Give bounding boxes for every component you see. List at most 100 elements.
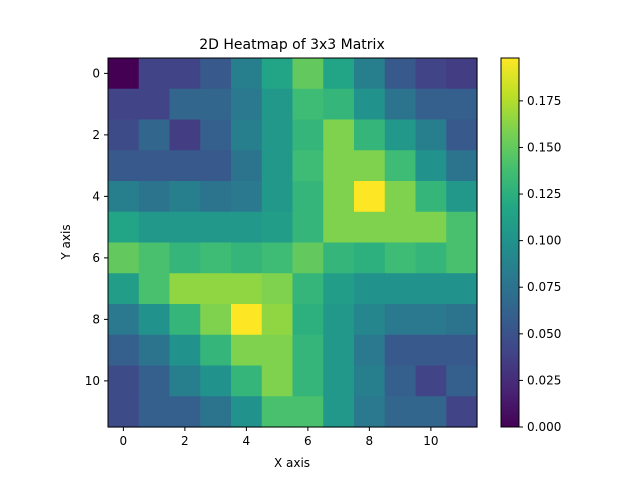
heatmap-cell <box>384 334 417 367</box>
heatmap-cell <box>354 150 386 182</box>
heatmap-cell <box>138 58 171 90</box>
y-axis-label: Y axis <box>59 224 73 260</box>
colorbar-tick-label: 0.025 <box>527 373 561 387</box>
heatmap-cell <box>446 181 478 213</box>
heatmap-cell <box>138 396 171 428</box>
heatmap-cell <box>446 334 478 367</box>
heatmap-cell <box>261 150 294 182</box>
heatmap-cell <box>200 273 232 305</box>
heatmap-cell <box>200 181 232 213</box>
heatmap-cell <box>231 396 263 428</box>
heatmap-cell <box>446 304 478 336</box>
heatmap-cells <box>108 58 478 428</box>
heatmap-cell <box>169 365 201 397</box>
heatmap-cell <box>292 304 324 336</box>
heatmap-cell <box>169 304 201 336</box>
heatmap-cell <box>354 88 386 121</box>
heatmap-cell <box>108 365 140 397</box>
colorbar <box>501 58 519 427</box>
heatmap-cell <box>415 88 447 121</box>
heatmap-cell <box>200 334 232 367</box>
heatmap-cell <box>446 150 478 182</box>
heatmap-cell <box>231 119 263 151</box>
heatmap-cell <box>108 304 140 336</box>
heatmap-cell <box>323 304 355 336</box>
heatmap-cell <box>384 365 417 397</box>
heatmap-cell <box>231 211 263 244</box>
heatmap-cell <box>261 58 294 90</box>
heatmap-cell <box>354 58 386 90</box>
heatmap-cell <box>384 304 417 336</box>
heatmap-cell <box>200 365 232 397</box>
heatmap-cell <box>138 242 171 274</box>
heatmap-cell <box>261 334 294 367</box>
heatmap-cell <box>292 273 324 305</box>
heatmap-cell <box>231 181 263 213</box>
heatmap-cell <box>138 211 171 244</box>
colorbar-tick-label: 0.075 <box>527 280 561 294</box>
heatmap-cell <box>323 334 355 367</box>
heatmap-cell <box>415 242 447 274</box>
heatmap-cell <box>292 150 324 182</box>
heatmap-cell <box>231 58 263 90</box>
y-tick-label: 2 <box>92 128 100 142</box>
heatmap-cell <box>354 119 386 151</box>
heatmap-cell <box>415 273 447 305</box>
heatmap-cell <box>108 119 140 151</box>
heatmap-cell <box>354 396 386 428</box>
heatmap-cell <box>415 58 447 90</box>
heatmap-cell <box>108 211 140 244</box>
heatmap-cell <box>384 211 417 244</box>
heatmap-cell <box>384 181 417 213</box>
heatmap-cell <box>108 181 140 213</box>
heatmap-cell <box>292 181 324 213</box>
colorbar-tick-label: 0.100 <box>527 234 561 248</box>
x-tick-label: 8 <box>366 434 374 448</box>
heatmap-cell <box>446 119 478 151</box>
heatmap-cell <box>138 304 171 336</box>
heatmap-cell <box>169 58 201 90</box>
heatmap-cell <box>384 273 417 305</box>
heatmap-cell <box>138 150 171 182</box>
heatmap-cell <box>415 396 447 428</box>
heatmap-cell <box>138 334 171 367</box>
heatmap-cell <box>200 242 232 274</box>
heatmap-cell <box>292 242 324 274</box>
heatmap-cell <box>384 58 417 90</box>
heatmap-cell <box>169 211 201 244</box>
heatmap-cell <box>446 365 478 397</box>
heatmap-cell <box>138 273 171 305</box>
heatmap-cell <box>108 88 140 121</box>
heatmap-cell <box>169 242 201 274</box>
heatmap-cell <box>323 273 355 305</box>
y-axis-ticks: 0 2 4 6 8 10 <box>85 66 108 388</box>
heatmap-cell <box>231 273 263 305</box>
plot-frame <box>107 57 478 428</box>
heatmap-cell <box>384 242 417 274</box>
y-tick-label: 4 <box>92 189 100 203</box>
heatmap-cell <box>169 119 201 151</box>
heatmap-cell <box>354 242 386 274</box>
x-tick-label: 4 <box>243 434 251 448</box>
heatmap-cell <box>169 334 201 367</box>
heatmap-cell <box>354 181 386 213</box>
colorbar-tick-label: 0.150 <box>527 140 561 154</box>
heatmap-cell <box>261 119 294 151</box>
heatmap-cell <box>108 273 140 305</box>
heatmap-cell <box>261 181 294 213</box>
heatmap-cell <box>108 242 140 274</box>
colorbar-frame <box>500 57 520 428</box>
heatmap-cell <box>384 119 417 151</box>
heatmap-cell <box>169 88 201 121</box>
heatmap-cell <box>384 396 417 428</box>
y-tick-label: 0 <box>92 66 100 80</box>
heatmap-cell <box>446 58 478 90</box>
heatmap-cell <box>261 365 294 397</box>
heatmap-cell <box>261 273 294 305</box>
heatmap-cell <box>323 58 355 90</box>
heatmap-cell <box>200 88 232 121</box>
heatmap-cell <box>138 365 171 397</box>
heatmap-cell <box>323 88 355 121</box>
heatmap-cell <box>354 273 386 305</box>
